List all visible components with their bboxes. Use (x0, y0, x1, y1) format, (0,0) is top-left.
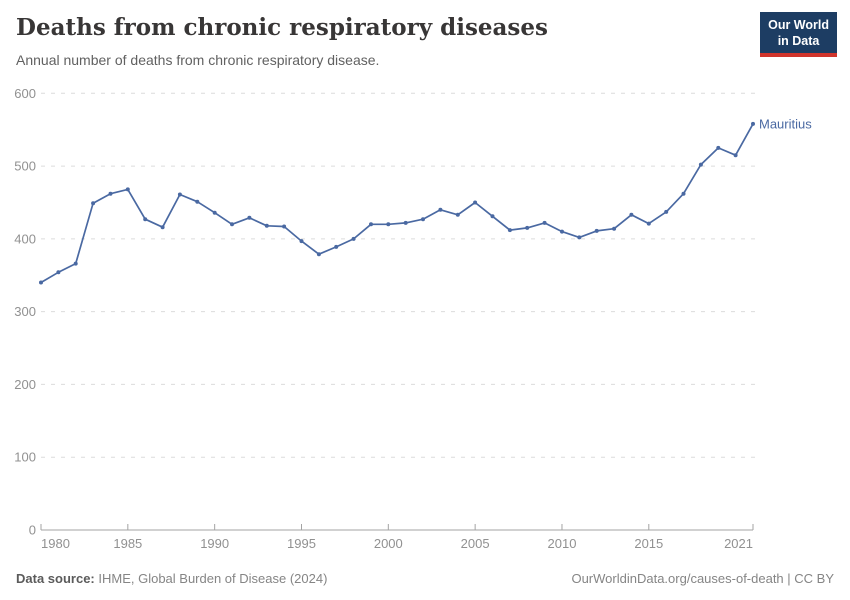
data-point-2006 (490, 214, 495, 219)
data-point-1994 (282, 224, 287, 229)
data-source-text: IHME, Global Burden of Disease (2024) (94, 570, 328, 586)
data-point-1984 (108, 191, 113, 196)
data-point-1999 (369, 222, 373, 227)
data-point-2019 (716, 145, 721, 150)
credit-link[interactable]: OurWorldinData.org/causes-of-death | CC … (571, 570, 834, 586)
y-tick-label-600: 600 (14, 86, 36, 101)
data-point-2003 (438, 207, 443, 212)
data-point-2011 (577, 235, 582, 240)
data-point-1986 (143, 217, 148, 222)
data-point-2018 (698, 162, 703, 167)
x-tick-label-2000: 2000 (374, 536, 403, 551)
data-point-2020 (733, 153, 738, 158)
x-tick-label-2021: 2021 (724, 536, 753, 551)
data-point-1990 (212, 210, 217, 215)
data-line-mauritius (40, 123, 754, 284)
owid-logo-line2: in Data (777, 34, 820, 48)
y-tick-label-500: 500 (14, 159, 36, 174)
x-tick-label-2005: 2005 (461, 536, 490, 551)
y-axis-labels: 0 100 200 300 400 500 600 (14, 86, 36, 538)
x-tick-label-2015: 2015 (634, 536, 663, 551)
data-point-1981 (56, 270, 61, 275)
data-point-1980 (39, 280, 43, 285)
data-point-2010 (560, 229, 564, 234)
data-point-1995 (299, 239, 304, 244)
data-point-2021 (751, 121, 755, 126)
data-point-1988 (177, 192, 182, 197)
data-point-2016 (664, 209, 669, 214)
y-tick-label-0: 0 (29, 523, 36, 538)
data-point-1996 (316, 252, 321, 257)
data-point-2009 (542, 220, 547, 225)
data-point-2002 (421, 217, 425, 222)
data-point-2007 (507, 228, 512, 233)
x-tick-label-1995: 1995 (287, 536, 316, 551)
footer: Data source: IHME, Global Burden of Dise… (16, 568, 834, 588)
series-labels: Mauritius (759, 116, 812, 131)
gridlines (41, 92, 755, 458)
data-point-1992 (247, 215, 252, 220)
entity-label: Mauritius (759, 116, 812, 131)
data-point-1998 (351, 236, 356, 241)
owid-logo-line1: Our World (768, 18, 829, 32)
y-tick-label-100: 100 (14, 450, 36, 465)
data-point-1991 (230, 222, 234, 227)
owid-logo: Our World in Data (760, 12, 837, 57)
data-point-2017 (681, 191, 686, 196)
x-tick-label-1990: 1990 (200, 536, 229, 551)
data-source-note: Data source: IHME, Global Burden of Dise… (16, 571, 327, 586)
data-point-1989 (195, 199, 200, 204)
x-tick-label-1985: 1985 (113, 536, 142, 551)
page-subtitle: Annual number of deaths from chronic res… (16, 52, 380, 68)
y-tick-label-400: 400 (14, 231, 36, 246)
line-chart: 0 100 200 300 400 500 600 1980 1985 1990 1995 2000… (14, 86, 812, 551)
y-tick-label-200: 200 (14, 377, 36, 392)
data-point-2015 (646, 221, 651, 226)
data-point-1997 (334, 244, 339, 249)
data-point-2001 (403, 220, 408, 225)
data-source-label: Data source: (16, 570, 95, 586)
page-title: Deaths from chronic respiratory diseases (16, 14, 548, 41)
data-point-2005 (473, 200, 478, 205)
x-axis: 1980 1985 1990 1995 2000 2005 2010 2015 2021 (40, 524, 754, 551)
data-point-2014 (629, 212, 634, 217)
data-point-2004 (455, 212, 460, 217)
data-point-1983 (91, 201, 96, 206)
data-series (39, 121, 755, 285)
data-point-2000 (386, 222, 391, 227)
data-point-1985 (125, 187, 130, 192)
data-point-2012 (594, 228, 599, 233)
data-point-1987 (160, 225, 165, 230)
x-tick-label-2010: 2010 (548, 536, 577, 551)
data-point-2008 (525, 225, 530, 230)
data-point-2013 (612, 226, 617, 231)
data-point-1982 (73, 261, 78, 266)
x-tick-label-1980: 1980 (41, 536, 70, 551)
y-tick-label-300: 300 (14, 304, 36, 319)
data-point-1993 (264, 223, 269, 228)
chart-area: 0 100 200 300 400 500 600 1980 1985 1990 1995 2000… (0, 80, 850, 570)
